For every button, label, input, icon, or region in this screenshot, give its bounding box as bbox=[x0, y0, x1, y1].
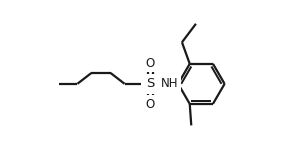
Text: NH: NH bbox=[161, 77, 178, 90]
Text: O: O bbox=[146, 98, 155, 111]
Text: O: O bbox=[146, 57, 155, 70]
Text: S: S bbox=[146, 77, 154, 90]
